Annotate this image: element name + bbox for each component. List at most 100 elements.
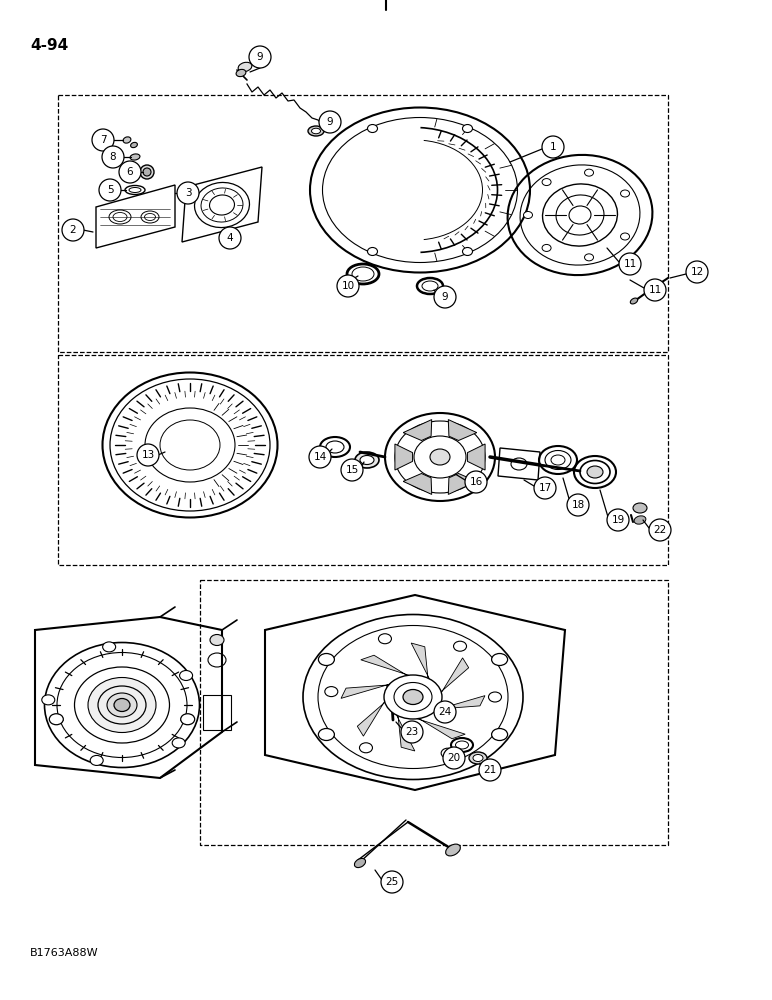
Circle shape — [649, 519, 671, 541]
Ellipse shape — [354, 858, 366, 868]
Ellipse shape — [462, 125, 472, 133]
Text: 2: 2 — [69, 225, 76, 235]
Ellipse shape — [489, 692, 502, 702]
Text: 12: 12 — [690, 267, 703, 277]
Ellipse shape — [412, 691, 432, 705]
Circle shape — [401, 721, 423, 743]
Text: 3: 3 — [185, 188, 191, 198]
Text: 21: 21 — [483, 765, 496, 775]
Text: 18: 18 — [571, 500, 584, 510]
Ellipse shape — [587, 466, 603, 478]
Ellipse shape — [123, 137, 131, 143]
Ellipse shape — [325, 687, 338, 697]
Circle shape — [92, 129, 114, 151]
Text: 8: 8 — [110, 152, 117, 162]
Ellipse shape — [473, 754, 483, 762]
Circle shape — [542, 136, 564, 158]
Ellipse shape — [492, 654, 508, 666]
Text: B1763A88W: B1763A88W — [30, 948, 99, 958]
Ellipse shape — [630, 298, 638, 304]
Text: 11: 11 — [648, 285, 662, 295]
Circle shape — [99, 179, 121, 201]
Polygon shape — [428, 696, 485, 710]
Text: 7: 7 — [100, 135, 107, 145]
Text: 13: 13 — [141, 450, 154, 460]
Text: 22: 22 — [653, 525, 667, 535]
Circle shape — [102, 146, 124, 168]
Polygon shape — [411, 643, 429, 684]
Ellipse shape — [49, 714, 63, 725]
Ellipse shape — [172, 738, 185, 748]
Ellipse shape — [492, 728, 508, 740]
Ellipse shape — [634, 516, 646, 524]
Circle shape — [381, 871, 403, 893]
Polygon shape — [449, 473, 477, 494]
Circle shape — [249, 46, 271, 68]
Ellipse shape — [308, 126, 324, 136]
Text: 14: 14 — [313, 452, 327, 462]
Polygon shape — [435, 658, 469, 697]
Ellipse shape — [181, 714, 195, 725]
Text: 17: 17 — [538, 483, 552, 493]
Text: 9: 9 — [442, 292, 449, 302]
Circle shape — [119, 161, 141, 183]
Ellipse shape — [130, 142, 137, 148]
Polygon shape — [357, 697, 391, 736]
Circle shape — [219, 227, 241, 249]
Ellipse shape — [318, 654, 334, 666]
Ellipse shape — [42, 695, 55, 705]
Ellipse shape — [355, 452, 379, 468]
Ellipse shape — [360, 743, 372, 753]
Ellipse shape — [318, 728, 334, 740]
Circle shape — [644, 279, 666, 301]
Ellipse shape — [130, 154, 140, 160]
Text: 1: 1 — [550, 142, 557, 152]
Circle shape — [479, 759, 501, 781]
Ellipse shape — [441, 748, 454, 758]
Text: 20: 20 — [448, 753, 461, 763]
Polygon shape — [467, 444, 485, 470]
Circle shape — [686, 261, 708, 283]
Ellipse shape — [621, 233, 629, 240]
Text: 23: 23 — [405, 727, 418, 737]
Ellipse shape — [542, 244, 551, 251]
Ellipse shape — [453, 641, 466, 651]
Ellipse shape — [88, 678, 156, 732]
Circle shape — [309, 446, 331, 468]
Polygon shape — [361, 655, 413, 679]
Ellipse shape — [107, 693, 137, 717]
Ellipse shape — [430, 449, 450, 465]
Ellipse shape — [384, 675, 442, 719]
Polygon shape — [341, 684, 398, 698]
Polygon shape — [449, 420, 477, 441]
Text: 9: 9 — [327, 117, 334, 127]
Ellipse shape — [143, 168, 151, 176]
Circle shape — [319, 111, 341, 133]
Text: 9: 9 — [256, 52, 263, 62]
Circle shape — [337, 275, 359, 297]
Text: 4: 4 — [227, 233, 233, 243]
Circle shape — [434, 286, 456, 308]
Ellipse shape — [180, 670, 192, 680]
Ellipse shape — [114, 698, 130, 712]
Circle shape — [434, 701, 456, 723]
Circle shape — [137, 444, 159, 466]
Text: 15: 15 — [345, 465, 359, 475]
Ellipse shape — [378, 634, 391, 644]
Ellipse shape — [129, 188, 141, 192]
Polygon shape — [413, 715, 466, 739]
Text: 25: 25 — [385, 877, 398, 887]
Ellipse shape — [445, 844, 460, 856]
Ellipse shape — [367, 125, 378, 133]
Text: 5: 5 — [107, 185, 113, 195]
Ellipse shape — [469, 752, 487, 764]
Ellipse shape — [90, 755, 103, 765]
Circle shape — [534, 477, 556, 499]
Circle shape — [341, 459, 363, 481]
Ellipse shape — [403, 690, 423, 704]
Ellipse shape — [542, 179, 551, 186]
Ellipse shape — [238, 62, 252, 72]
Ellipse shape — [311, 128, 320, 134]
Text: 24: 24 — [438, 707, 452, 717]
Text: 4-94: 4-94 — [30, 38, 68, 53]
